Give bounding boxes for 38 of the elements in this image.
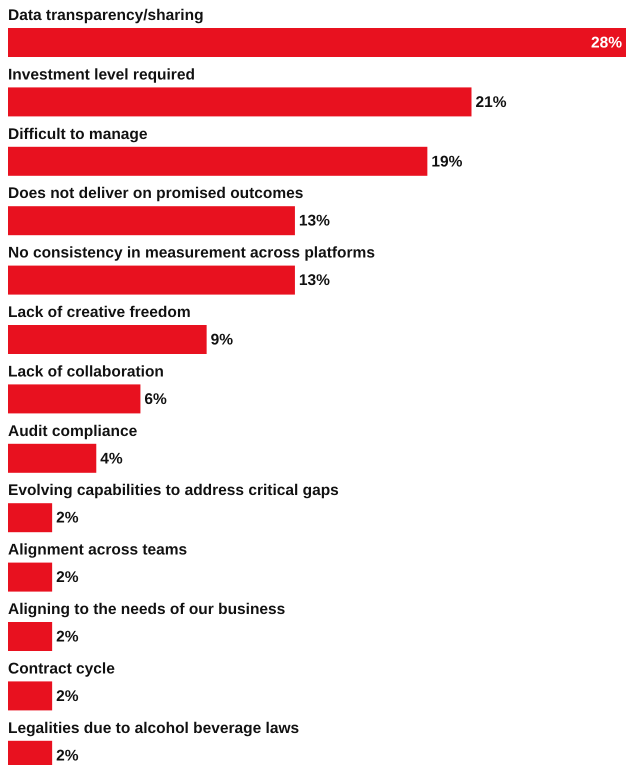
- data-label: 19%: [431, 153, 463, 170]
- bar: [8, 384, 140, 414]
- y-tick-label: Does not deliver on promised outcomes: [8, 185, 304, 202]
- data-label: 28%: [590, 34, 622, 52]
- bar: [8, 28, 626, 57]
- data-label: 2%: [56, 747, 79, 764]
- y-tick-label: Aligning to the needs of our business: [8, 601, 286, 618]
- data-label: 13%: [298, 212, 330, 230]
- y-tick-label: Lack of collaboration: [8, 363, 164, 380]
- bar: [8, 444, 96, 473]
- y-tick-label: No consistency in measurement across platforms: [8, 244, 375, 262]
- data-label: 2%: [56, 510, 79, 527]
- bar: [8, 87, 472, 116]
- data-label: 2%: [56, 569, 79, 586]
- y-tick-label: Difficult to manage: [8, 126, 148, 143]
- data-label: 2%: [56, 628, 79, 646]
- bar: [8, 206, 295, 236]
- data-label: 21%: [476, 94, 507, 111]
- bar: [8, 146, 428, 176]
- bar: [8, 266, 295, 295]
- bar: [8, 681, 52, 710]
- data-label: 6%: [144, 390, 168, 408]
- y-tick-label: Audit compliance: [8, 422, 138, 440]
- bar: [8, 562, 52, 592]
- bar: [8, 622, 52, 651]
- y-tick-label: Investment level required: [8, 66, 195, 84]
- data-label: 2%: [56, 688, 79, 705]
- y-tick-label: Lack of creative freedom: [8, 304, 191, 321]
- y-tick-label: Contract cycle: [8, 660, 116, 678]
- data-label: 4%: [100, 450, 123, 468]
- data-label: 9%: [210, 332, 234, 348]
- data-label: 13%: [298, 272, 330, 290]
- bar: [8, 503, 52, 532]
- y-tick-label: Data transparency/sharing: [8, 7, 204, 24]
- y-tick-label: Alignment across teams: [8, 542, 188, 559]
- y-tick-label: Legalities due to alcohol beverage laws: [8, 720, 300, 737]
- bar: [8, 325, 207, 354]
- y-tick-label: Evolving capabilities to address critical gaps: [8, 482, 339, 500]
